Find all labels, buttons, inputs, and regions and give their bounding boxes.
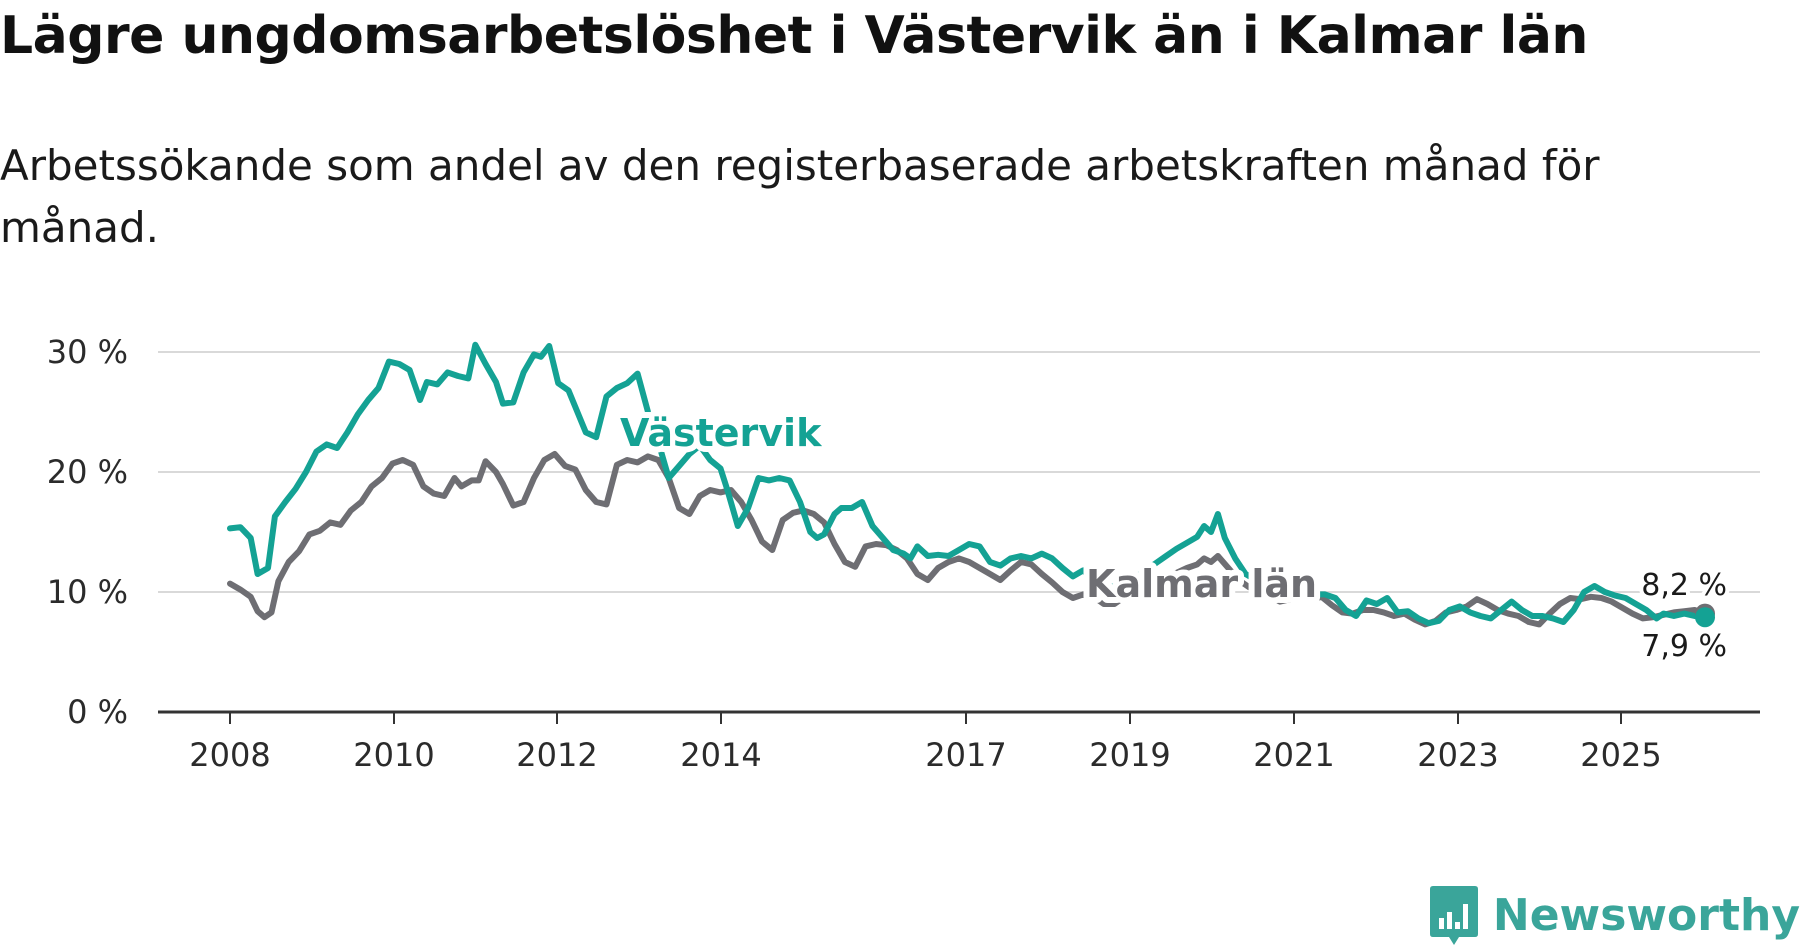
x-tick-label-2023: 2023 [1417,736,1498,774]
x-tick-label-2021: 2021 [1253,736,1334,774]
x-tick-label-2010: 2010 [353,736,434,774]
end-label-kalmar-lan: 8,2 % [1641,568,1727,603]
series-line-kalmar-lan [227,451,1708,628]
x-tick-label-2008: 2008 [189,736,270,774]
series-label-kalmar-lan: Kalmar län [1086,562,1317,606]
chart-subtitle: Arbetssökande som andel av den registerb… [0,141,1600,252]
series-label-vastervik: Västervik [620,411,822,455]
brand-name: Newsworthy [1492,889,1800,941]
x-tick-label-2017: 2017 [925,736,1006,774]
series-line-vastervik [227,341,1708,627]
y-axis-ticks: 0 % 10 % 20 % 30 % [47,333,128,731]
x-tick-label-2014: 2014 [680,736,761,774]
y-tick-label-0: 0 % [67,693,128,731]
series-labels: Västervik Kalmar län 8,2 % 7,9 % [614,405,1731,668]
gridlines [158,351,1760,593]
chart-title: Lägre ungdomsarbetslöshet i Västervik än… [0,6,1588,66]
end-label-vastervik: 7,9 % [1641,629,1727,664]
x-tick-label-2025: 2025 [1580,736,1661,774]
bar-chart-speech-icon [1429,886,1478,945]
line-chart: 0 % 10 % 20 % 30 % 2008 2010 2012 2014 2017 2019… [47,333,1760,774]
brand-logo: Newsworthy [1429,880,1800,950]
y-tick-label-10: 10 % [47,573,128,611]
end-point-vastervik [1695,607,1715,628]
x-tick-label-2019: 2019 [1089,736,1170,774]
y-tick-label-30: 30 % [47,333,128,371]
x-axis: 2008 2010 2012 2014 2017 2019 2021 2023 2025 [158,710,1760,774]
y-tick-label-20: 20 % [47,453,128,491]
series-layer [227,341,1715,628]
x-tick-label-2012: 2012 [516,736,597,774]
